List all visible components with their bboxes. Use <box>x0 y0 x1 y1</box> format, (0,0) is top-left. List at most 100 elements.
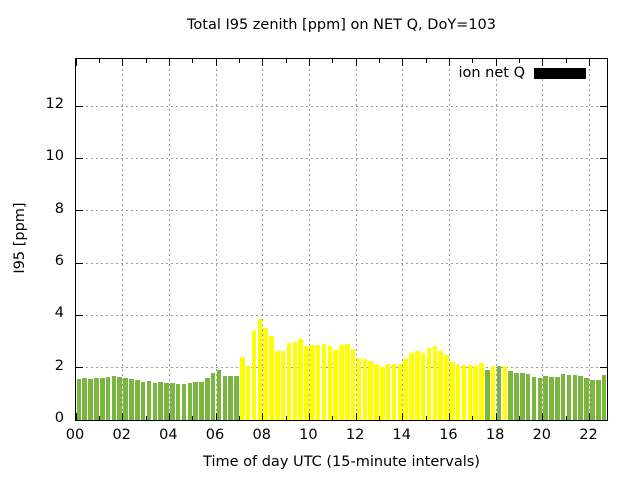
x-tick-label: 04 <box>159 427 178 443</box>
y-tick-label: 2 <box>54 357 64 374</box>
x-gridline <box>168 59 170 420</box>
y-tick-label: 12 <box>45 96 64 113</box>
bar <box>508 371 513 420</box>
bar <box>356 358 362 420</box>
x-tick-mark <box>355 59 357 66</box>
x-tick-mark <box>565 59 567 63</box>
bar <box>362 359 368 420</box>
x-gridline <box>448 59 450 420</box>
x-tick-mark <box>472 59 474 63</box>
bar <box>251 329 257 420</box>
bar <box>76 379 82 420</box>
bar <box>94 378 99 420</box>
bar <box>537 377 543 420</box>
bar <box>339 345 344 420</box>
bar <box>432 345 438 420</box>
x-tick-mark <box>262 59 264 66</box>
bar <box>135 380 140 420</box>
x-gridline <box>122 59 124 420</box>
x-gridline <box>588 59 590 420</box>
x-tick-mark <box>168 59 170 66</box>
bar <box>327 345 333 420</box>
x-tick-label: 14 <box>392 427 411 443</box>
bar <box>111 376 117 420</box>
bar <box>321 344 327 420</box>
bar <box>426 347 432 420</box>
x-tick-mark <box>472 416 474 420</box>
bar <box>234 375 239 420</box>
x-tick-mark <box>238 416 240 420</box>
bar <box>152 382 158 420</box>
y-tick-mark <box>76 367 83 369</box>
bar <box>199 381 204 420</box>
x-tick-mark <box>542 59 544 66</box>
bar <box>292 341 298 420</box>
x-tick-mark <box>495 413 497 420</box>
bar <box>123 377 128 420</box>
x-tick-mark <box>495 59 497 66</box>
bar <box>584 377 589 420</box>
y-tick-label: 4 <box>54 305 64 322</box>
bar <box>397 363 403 420</box>
x-tick-mark <box>542 413 544 420</box>
y-tick-mark <box>76 262 83 264</box>
y-tick-mark <box>600 105 607 107</box>
x-tick-mark <box>75 413 77 420</box>
bar <box>175 383 181 420</box>
x-tick-mark <box>402 59 404 66</box>
y-tick-label: 10 <box>45 148 64 165</box>
bar <box>228 376 233 420</box>
x-gridline <box>262 59 264 420</box>
bar <box>502 365 508 420</box>
bar <box>105 376 111 420</box>
bar <box>187 382 193 420</box>
bar <box>525 374 531 420</box>
bar <box>473 366 478 420</box>
x-gridline <box>402 59 404 420</box>
bar <box>269 336 274 420</box>
bar <box>461 365 467 420</box>
x-tick-mark <box>332 416 334 420</box>
x-tick-mark <box>98 59 100 63</box>
y-gridline <box>76 105 607 107</box>
bar <box>193 381 198 420</box>
bar <box>275 351 280 420</box>
x-tick-mark <box>308 59 310 66</box>
y-gridline <box>76 210 607 212</box>
bar <box>222 376 228 420</box>
x-tick-mark <box>448 413 450 420</box>
x-gridline <box>215 59 217 420</box>
x-gridline <box>355 59 357 420</box>
x-tick-label: 10 <box>299 427 318 443</box>
y-tick-mark <box>76 157 83 159</box>
x-tick-mark <box>332 59 334 63</box>
bar <box>380 366 385 420</box>
x-tick-mark <box>378 416 380 420</box>
bar <box>531 376 537 420</box>
bar <box>350 349 356 420</box>
bar <box>129 379 134 420</box>
x-tick-label: 06 <box>205 427 225 443</box>
x-tick-mark <box>122 413 124 420</box>
bar <box>420 352 426 420</box>
bar <box>345 344 350 420</box>
bar <box>444 355 449 420</box>
bar <box>333 349 338 420</box>
x-tick-mark <box>588 413 590 420</box>
bar <box>455 365 461 420</box>
x-tick-mark <box>192 59 194 63</box>
x-tick-label: 08 <box>252 427 271 443</box>
bar <box>140 381 146 420</box>
bar <box>88 379 93 420</box>
x-tick-mark <box>588 59 590 66</box>
bar <box>170 383 175 420</box>
x-tick-mark <box>565 416 567 420</box>
x-tick-label: 16 <box>439 427 458 443</box>
x-tick-label: 02 <box>112 427 131 443</box>
bar <box>368 361 373 420</box>
bar <box>543 376 548 420</box>
y-tick-mark <box>76 105 83 107</box>
x-tick-label: 20 <box>532 427 552 443</box>
bar <box>595 379 601 420</box>
